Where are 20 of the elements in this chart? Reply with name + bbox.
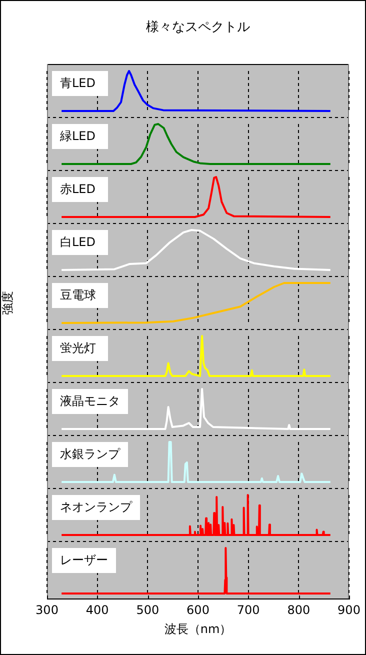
series-label: 蛍光灯: [60, 340, 97, 357]
series-label: ネオンランプ: [60, 499, 132, 516]
series-label: 白LED: [60, 234, 97, 251]
x-tick-label: 600: [186, 602, 210, 617]
series-label: 水銀ランプ: [60, 446, 120, 463]
x-tick-label: 700: [236, 602, 260, 617]
x-tick-label: 500: [136, 602, 160, 617]
series-label: 青LED: [60, 75, 97, 92]
x-tick-label: 400: [86, 602, 109, 617]
series-label: 豆電球: [60, 287, 97, 304]
x-tick-label: 300: [36, 602, 58, 617]
series-label: 緑LED: [60, 128, 97, 145]
x-tick-label: 900: [338, 602, 360, 617]
chart-title: 様々なスペクトル: [145, 19, 251, 36]
x-tick-label: 800: [287, 602, 310, 617]
series-label: 赤LED: [60, 181, 97, 198]
y-axis-title: 強度: [0, 291, 14, 315]
text: レーザー: [60, 552, 108, 569]
series-label: 液晶モニタ: [60, 393, 120, 410]
x-axis-title: 波長（nm）: [164, 622, 232, 636]
